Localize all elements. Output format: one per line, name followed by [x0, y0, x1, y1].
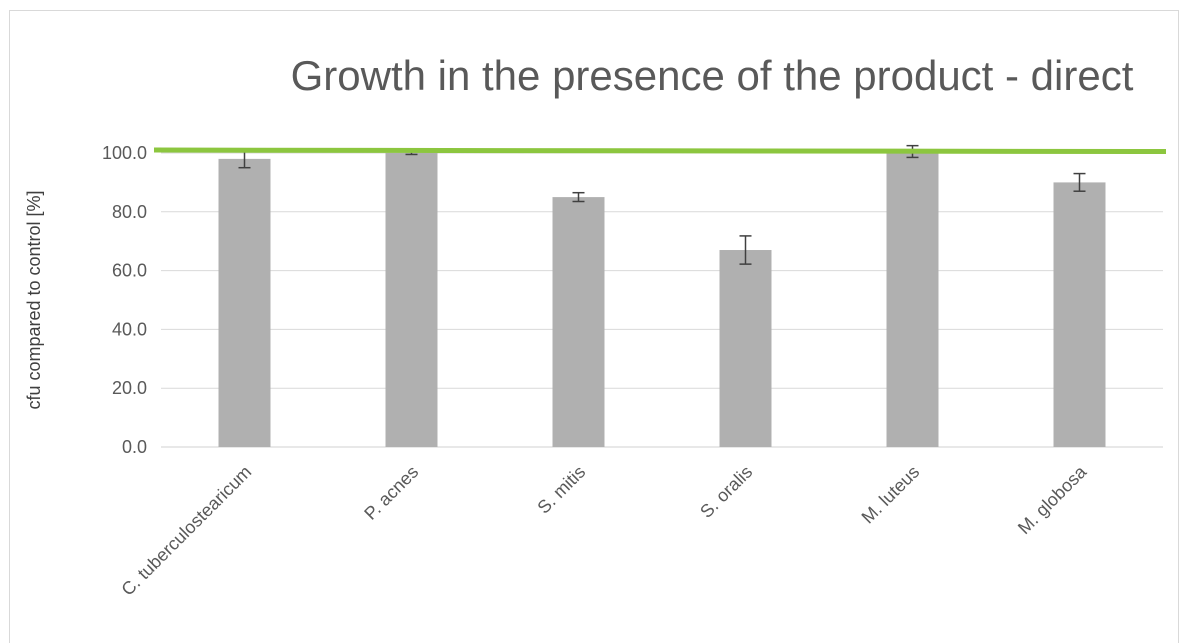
- y-tick-label: 40.0: [112, 319, 147, 339]
- x-tick-label: P. acnes: [360, 462, 422, 524]
- x-tick-label: C. tuberculostearicum: [117, 462, 255, 600]
- bar: [218, 158, 271, 447]
- y-tick-label: 0.0: [122, 437, 147, 457]
- bar: [886, 151, 939, 447]
- error-bar: [572, 191, 585, 203]
- gridlines: [161, 152, 1163, 448]
- x-tick-label: M. luteus: [858, 462, 924, 528]
- error-bar: [1073, 172, 1086, 192]
- bar: [719, 250, 772, 447]
- x-tick-label: S. mitis: [533, 462, 589, 518]
- x-tick-label: M. globosa: [1014, 461, 1091, 538]
- y-axis-title: cfu compared to control [%]: [24, 190, 44, 409]
- error-bar: [739, 235, 752, 265]
- bars: [218, 151, 1106, 447]
- y-axis-ticks: 0.0 20.0 40.0 60.0 80.0 100.0: [102, 143, 147, 457]
- y-tick-label: 80.0: [112, 202, 147, 222]
- x-axis-ticks: C. tuberculostearicum P. acnes S. mitis S. …: [117, 461, 1091, 600]
- y-tick-label: 20.0: [112, 378, 147, 398]
- y-tick-label: 100.0: [102, 143, 147, 163]
- reference-line-group: [153, 147, 1167, 155]
- bar: [1053, 182, 1106, 447]
- reference-line: [153, 147, 1167, 155]
- bar: [385, 153, 438, 447]
- x-tick-label: S. oralis: [696, 462, 756, 522]
- y-tick-label: 60.0: [112, 261, 147, 281]
- error-bars: [238, 144, 1086, 265]
- chart-title: Growth in the presence of the product - …: [291, 52, 1134, 99]
- bar: [552, 197, 605, 447]
